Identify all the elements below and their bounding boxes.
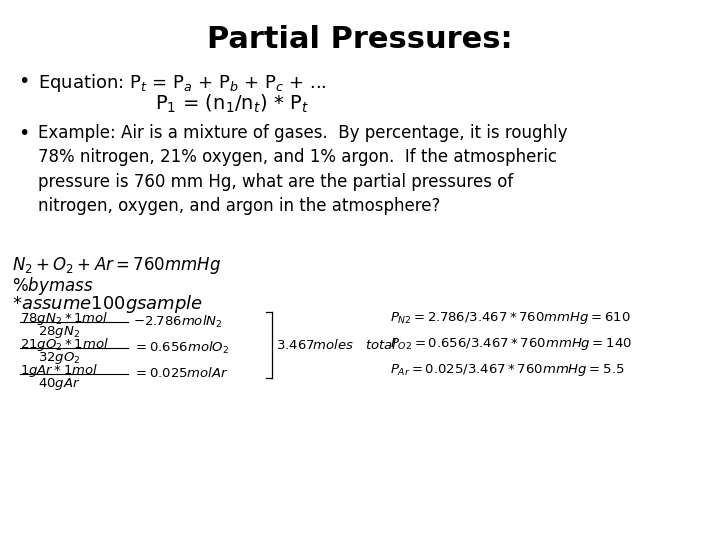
Text: $78gN_2*1mol$: $78gN_2*1mol$ — [20, 310, 108, 327]
Text: $28gN_2$: $28gN_2$ — [38, 324, 80, 340]
Text: •: • — [18, 72, 30, 91]
Text: $=0.025molAr$: $=0.025molAr$ — [133, 366, 228, 380]
Text: $P_{N2}=2.786/3.467*760mmHg=610$: $P_{N2}=2.786/3.467*760mmHg=610$ — [390, 310, 631, 326]
Text: Equation: P$_t$ = P$_a$ + P$_b$ + P$_c$ + ...: Equation: P$_t$ = P$_a$ + P$_b$ + P$_c$ … — [38, 72, 326, 94]
Text: $40gAr$: $40gAr$ — [38, 376, 81, 392]
Text: $21gO_2*1mol$: $21gO_2*1mol$ — [20, 336, 109, 353]
Text: Example: Air is a mixture of gases.  By percentage, it is roughly
78% nitrogen, : Example: Air is a mixture of gases. By p… — [38, 124, 567, 215]
Text: •: • — [18, 124, 30, 143]
Text: $32gO_2$: $32gO_2$ — [38, 350, 81, 366]
Text: $-2.786molN_2$: $-2.786molN_2$ — [133, 314, 222, 330]
Text: $3.467moles\quad total$: $3.467moles\quad total$ — [276, 338, 397, 352]
Text: $1gAr*1mol$: $1gAr*1mol$ — [20, 362, 98, 379]
Text: $\%bymass$: $\%bymass$ — [12, 275, 94, 297]
Text: P$_1$ = (n$_1$/n$_t$) * P$_t$: P$_1$ = (n$_1$/n$_t$) * P$_t$ — [155, 93, 309, 116]
Text: Partial Pressures:: Partial Pressures: — [207, 25, 513, 54]
Text: $P_{Ar}=0.025/3.467*760mmHg=5.5$: $P_{Ar}=0.025/3.467*760mmHg=5.5$ — [390, 362, 625, 378]
Text: $=0.656molO_2$: $=0.656molO_2$ — [133, 340, 229, 356]
Text: $P_{O2}=0.656/3.467*760mmHg=140$: $P_{O2}=0.656/3.467*760mmHg=140$ — [390, 336, 632, 352]
Text: $N_2+O_2+Ar=760mmHg$: $N_2+O_2+Ar=760mmHg$ — [12, 255, 221, 276]
Text: $*assume100gsample$: $*assume100gsample$ — [12, 293, 203, 315]
